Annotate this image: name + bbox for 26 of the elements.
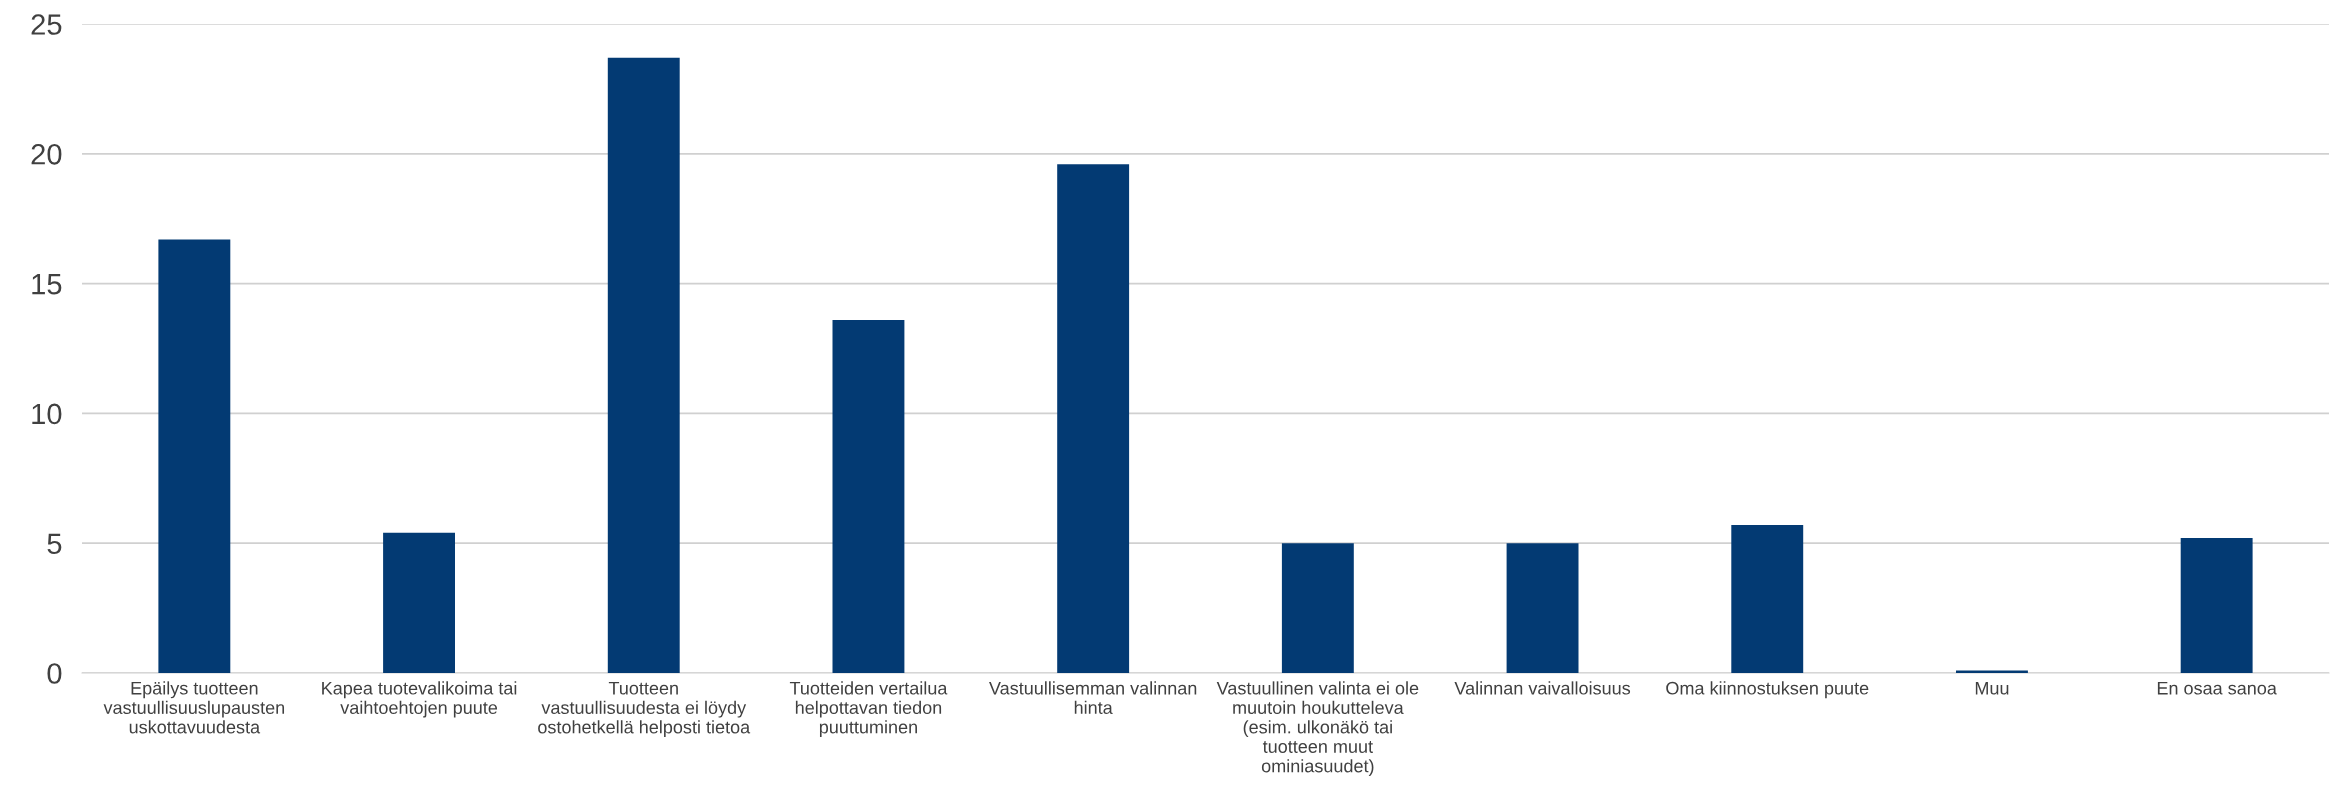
- y-tick-label: 0: [47, 663, 62, 684]
- bar: [383, 532, 455, 673]
- x-tick-label: Tuotteen vastuullisuudesta ei löydy ostohetkellä helposti tietoa: [538, 682, 751, 738]
- x-tick-label: Valinnan vaivalloisuus: [1454, 681, 1631, 695]
- x-tick-label: Epäilys tuotteen vastuullisuuslupausten uskottavuudesta: [103, 681, 285, 734]
- y-tick-label: 10: [32, 403, 62, 425]
- y-tick-label: 5: [47, 533, 62, 555]
- bar: [1956, 670, 2028, 673]
- bar: [1281, 543, 1354, 673]
- bar: [1057, 164, 1130, 673]
- bar: [158, 239, 231, 673]
- x-tick-label: Kapea tuotevalikoima tai vaihtoehtojen puute: [322, 681, 517, 718]
- bar: [832, 319, 905, 673]
- bar: [2180, 538, 2253, 673]
- y-tick-label: 15: [32, 274, 62, 295]
- y-tick-label: 20: [31, 144, 62, 165]
- x-tick-label: En osaa sanoa: [2157, 682, 2277, 695]
- y-tick-label: 25: [31, 14, 62, 35]
- x-tick-label: Vastuullinen valinta ei ole muutoin houkutteleva (esim. ulkonäkö tai tuotteen muut ominiasuudet): [1216, 681, 1419, 776]
- bar: [1506, 543, 1579, 673]
- x-tick-label: Oma kiinnostuksen puute: [1666, 681, 1869, 699]
- bar: [1731, 525, 1804, 673]
- bar: [607, 57, 680, 673]
- x-tick-label: Muu: [1975, 682, 2009, 695]
- x-tick-label: Vastuullisemman valinnan hinta: [989, 681, 1197, 715]
- x-tick-label: Tuotteiden vertailua helpottavan tiedon puuttuminen: [789, 681, 948, 738]
